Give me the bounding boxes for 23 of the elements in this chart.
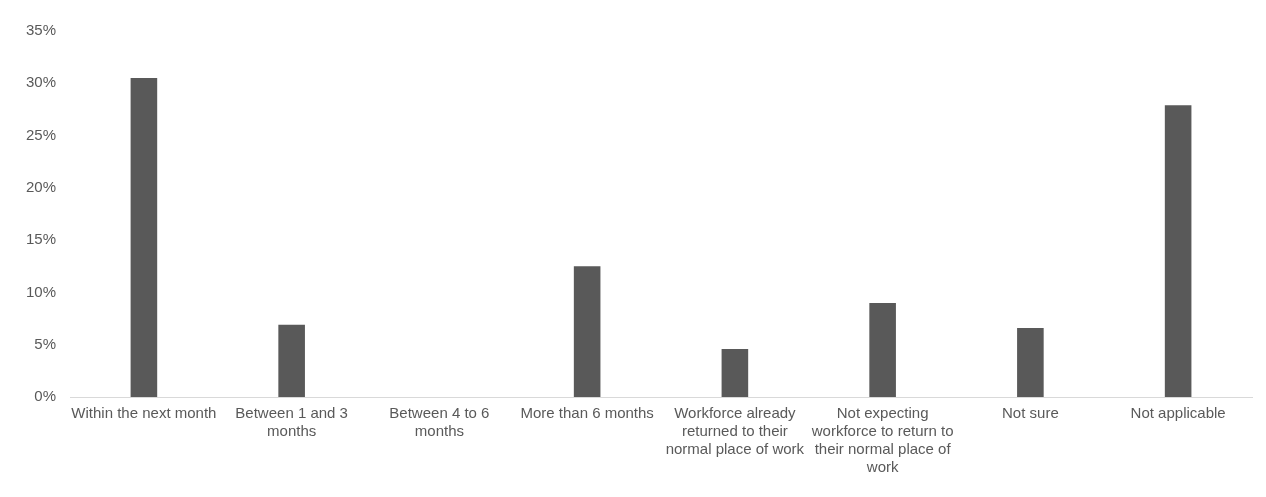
bar: [1164, 105, 1192, 397]
y-tick-label: 20%: [25, 178, 57, 195]
bar: [869, 302, 896, 397]
bar: [573, 266, 601, 397]
y-tick-label: 35%: [25, 21, 57, 39]
bar: [1017, 327, 1044, 397]
bar: [130, 78, 158, 397]
y-tick-label: 30%: [25, 73, 57, 91]
x-tick-label: Not expecting workforce to return to their normal place of work: [810, 404, 954, 476]
x-tick-label: Not applicable: [1130, 404, 1226, 422]
x-tick-label: Workforce already returned to their normal place of work: [665, 404, 805, 458]
bar: [278, 324, 305, 397]
x-tick-label: Between 1 and 3 months: [235, 404, 348, 440]
y-tick-label: 25%: [25, 125, 57, 143]
y-tick-label: 0%: [34, 387, 57, 405]
y-tick-label: 10%: [25, 282, 57, 300]
x-tick-label: Not sure: [1002, 404, 1059, 422]
x-tick-label: Between 4 to 6 months: [389, 404, 490, 440]
y-tick-label: 15%: [25, 230, 57, 248]
bar: [721, 348, 749, 397]
y-tick-label: 5%: [34, 334, 57, 352]
x-tick-label: More than 6 months: [520, 404, 654, 422]
x-tick-label: Within the next month: [71, 404, 217, 422]
